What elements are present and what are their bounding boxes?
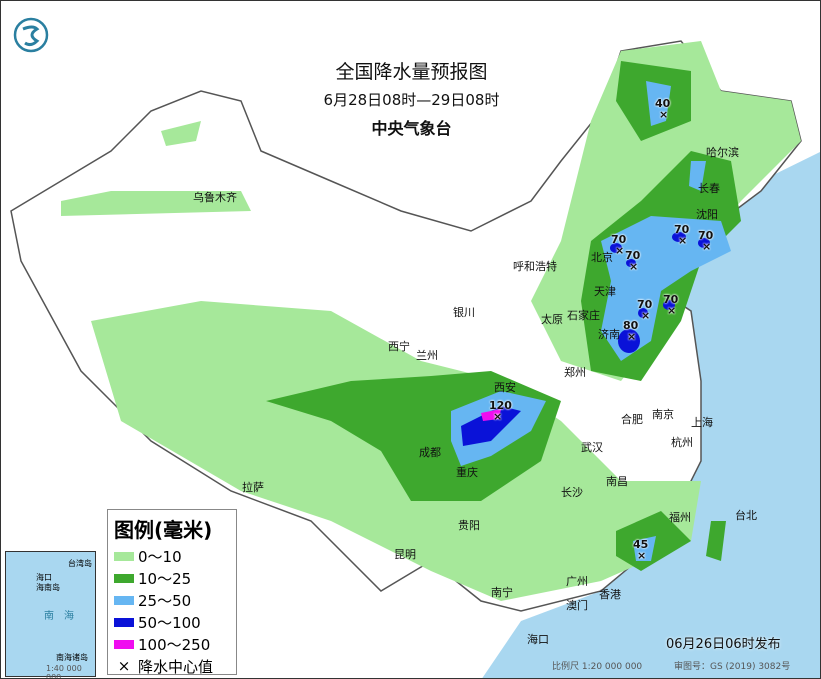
legend-item: 10～25 xyxy=(114,567,230,589)
legend-center-item: × 降水中心值 xyxy=(114,655,230,677)
legend-item: 100～250 xyxy=(114,633,230,655)
city-label: 成都 xyxy=(419,446,441,459)
legend-label: 10～25 xyxy=(138,569,192,588)
legend-label: 50～100 xyxy=(138,613,201,632)
city-label: 天津 xyxy=(594,285,616,298)
city-label: 兰州 xyxy=(416,349,438,362)
city-label: 海口 xyxy=(527,633,549,646)
city-label: 石家庄 xyxy=(567,309,600,322)
legend-title: 图例(毫米) xyxy=(114,518,213,542)
city-label: 上海 xyxy=(691,416,713,429)
cross-marker-icon: × xyxy=(637,549,647,562)
city-label: 南昌 xyxy=(606,475,628,488)
legend-swatch xyxy=(114,595,134,605)
inset-label: 南 xyxy=(44,611,54,622)
legend-label: 降水中心值 xyxy=(138,657,214,676)
rain-25-50 xyxy=(451,81,731,561)
inset-label: 海南岛 xyxy=(36,583,60,592)
legend-item: 0～10 xyxy=(114,545,230,567)
cma-logo-icon xyxy=(13,17,49,53)
city-label: 长春 xyxy=(698,182,720,195)
sea xyxy=(482,151,820,678)
precip-center-value: 70 xyxy=(698,229,714,242)
city-label: 北京 xyxy=(591,251,613,264)
city-label: 杭州 xyxy=(671,436,693,449)
precip-center-value: 70 xyxy=(625,249,641,262)
inset-label: 海 xyxy=(64,611,74,622)
city-label: 银川 xyxy=(453,306,475,319)
cross-marker-icon: × xyxy=(667,304,677,317)
precip-center-value: 45 xyxy=(633,538,649,551)
city-label: 台北 xyxy=(735,509,757,522)
inset-label: 台湾岛 xyxy=(68,559,92,568)
city-label: 重庆 xyxy=(456,466,478,479)
cross-marker-icon: × xyxy=(702,240,712,253)
city-label: 福州 xyxy=(669,511,691,524)
precip-center-value: 70 xyxy=(611,233,627,246)
city-label: 南宁 xyxy=(491,586,513,599)
precip-center-value: 80 xyxy=(623,319,639,332)
cross-marker-icon: × xyxy=(641,309,651,322)
inset-scale: 1:40 000 000 xyxy=(46,664,82,679)
city-label: 乌鲁木齐 xyxy=(193,191,237,204)
city-label: 广州 xyxy=(566,575,588,588)
precip-center-value: 70 xyxy=(637,298,653,311)
city-label: 贵阳 xyxy=(458,519,480,532)
precip-center-value: 120 xyxy=(489,399,512,412)
cross-marker-icon: × xyxy=(678,234,688,247)
precip-center-value: 40 xyxy=(655,97,671,110)
inset-label: 海口 xyxy=(36,573,52,582)
cross-marker-icon: × xyxy=(117,657,131,675)
cross-marker-icon: × xyxy=(627,330,637,343)
forecast-period: 6月28日08时—29日08时 xyxy=(323,91,500,109)
city-label: 西宁 xyxy=(388,340,410,353)
city-label: 南京 xyxy=(652,408,674,421)
cross-marker-icon: × xyxy=(615,244,625,257)
map-title: 全国降水量预报图 xyxy=(335,61,488,83)
precip-center-value: 70 xyxy=(674,223,690,236)
precip-center-value: 70 xyxy=(663,293,679,306)
city-label: 西安 xyxy=(494,381,516,394)
city-label: 长沙 xyxy=(561,486,583,499)
city-label: 济南 xyxy=(598,328,620,341)
rain-50-100 xyxy=(461,232,710,446)
city-label: 合肥 xyxy=(621,413,643,426)
rain-100-250 xyxy=(481,409,501,421)
city-label: 呼和浩特 xyxy=(513,260,557,273)
city-label: 拉萨 xyxy=(242,481,264,494)
map-scale: 比例尺 1:20 000 000 xyxy=(552,662,643,672)
legend-swatch xyxy=(114,573,134,583)
city-label: 武汉 xyxy=(581,441,603,454)
legend-swatch xyxy=(114,639,134,649)
cross-marker-icon: × xyxy=(629,260,639,273)
city-label: 昆明 xyxy=(394,548,416,561)
issuer: 中央气象台 xyxy=(371,119,452,138)
publish-time: 06月26日06时发布 xyxy=(666,637,781,652)
city-label: 哈尔滨 xyxy=(706,146,739,159)
cross-marker-icon: × xyxy=(659,108,669,121)
legend-item: 50～100 xyxy=(114,611,230,633)
city-label: 澳门 xyxy=(566,599,588,612)
legend-swatch xyxy=(114,617,134,627)
legend-swatch xyxy=(114,551,134,561)
legend-label: 25～50 xyxy=(138,591,192,610)
approval-number: 审图号：GS (2019) 3082号 xyxy=(674,662,791,672)
legend-label: 0～10 xyxy=(138,547,182,566)
south-china-sea-inset: 海口 海南岛 台湾岛 南 海 南海诸岛 1:40 000 000 xyxy=(5,551,96,679)
legend-item: 25～50 xyxy=(114,589,230,611)
city-label: 太原 xyxy=(541,313,563,326)
legend: 图例(毫米) 0～10 10～25 25～50 50～100 100～250 × 降水中心… xyxy=(107,509,237,677)
legend-label: 100～250 xyxy=(138,635,211,654)
city-label: 香港 xyxy=(599,588,621,601)
city-label: 沈阳 xyxy=(696,208,718,221)
inset-label: 南海诸岛 xyxy=(56,653,88,662)
cross-marker-icon: × xyxy=(493,410,503,423)
city-label: 郑州 xyxy=(564,366,586,379)
